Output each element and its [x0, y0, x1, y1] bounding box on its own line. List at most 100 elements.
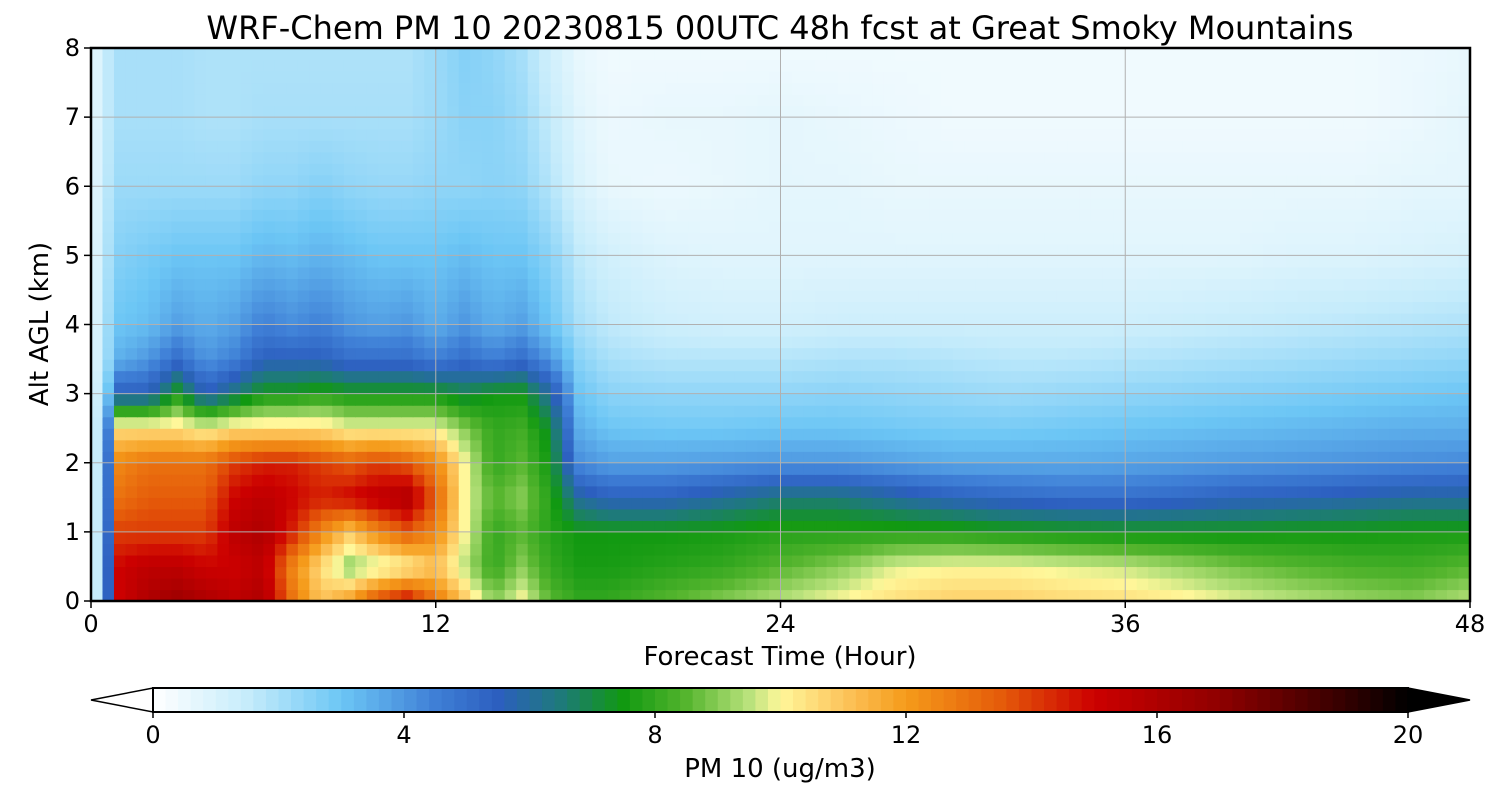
heatmap-cell [470, 301, 483, 314]
heatmap-cell [539, 497, 552, 510]
heatmap-cell [987, 531, 1000, 544]
heatmap-cell [1113, 474, 1126, 487]
heatmap-cell [125, 405, 138, 418]
heatmap-cell [1274, 428, 1287, 441]
heatmap-cell [274, 508, 287, 521]
heatmap-cell [1274, 140, 1287, 153]
heatmap-cell [619, 243, 632, 256]
heatmap-cell [1159, 439, 1172, 452]
heatmap-cell [608, 163, 621, 176]
heatmap-cell [332, 243, 345, 256]
heatmap-cell [906, 497, 919, 510]
heatmap-cell [182, 554, 196, 568]
heatmap-cell [378, 359, 391, 372]
heatmap-cell [171, 589, 184, 602]
heatmap-cell [1447, 232, 1460, 245]
heatmap-cell [458, 186, 471, 199]
heatmap-cell [1240, 405, 1253, 418]
heatmap-cell [837, 589, 851, 602]
heatmap-cell [1251, 336, 1264, 349]
heatmap-cell [987, 174, 1000, 187]
heatmap-cell [987, 255, 1000, 268]
heatmap-cell [734, 232, 747, 245]
heatmap-cell [102, 324, 115, 337]
heatmap-cell [883, 278, 897, 291]
heatmap-cell [860, 128, 874, 141]
heatmap-cell [481, 186, 494, 199]
heatmap-cell [1320, 382, 1333, 395]
heatmap-cell [1125, 531, 1138, 544]
heatmap-cell [251, 462, 264, 475]
heatmap-cell [975, 474, 988, 487]
heatmap-cell [309, 220, 322, 233]
heatmap-cell [504, 359, 517, 372]
heatmap-cell [1010, 508, 1023, 521]
heatmap-cell [952, 554, 965, 568]
heatmap-cell [424, 301, 437, 314]
heatmap-cell [113, 508, 127, 521]
heatmap-cell [1286, 543, 1299, 556]
heatmap-cell [1228, 278, 1241, 291]
heatmap-cell [516, 117, 529, 130]
heatmap-cell [355, 439, 368, 452]
heatmap-cell [883, 140, 897, 153]
heatmap-cell [205, 220, 219, 233]
heatmap-cell [998, 255, 1011, 268]
heatmap-cell [458, 497, 471, 510]
heatmap-cell [1320, 289, 1333, 303]
heatmap-cell [596, 577, 609, 591]
heatmap-cell [1102, 359, 1115, 372]
heatmap-cell [1309, 589, 1322, 602]
heatmap-cell [757, 117, 770, 130]
heatmap-cell [711, 405, 724, 418]
heatmap-cell [964, 370, 977, 383]
heatmap-cell [1125, 209, 1138, 222]
heatmap-cell [1021, 451, 1034, 464]
heatmap-cell [1424, 531, 1437, 544]
heatmap-cell [941, 151, 954, 164]
heatmap-cell [1217, 289, 1230, 303]
heatmap-cell [1263, 577, 1276, 591]
heatmap-cell [734, 197, 747, 210]
heatmap-cell [1136, 589, 1149, 602]
heatmap-cell [401, 140, 414, 153]
heatmap-cell [780, 543, 793, 556]
heatmap-cell [470, 289, 483, 303]
heatmap-cell [906, 232, 919, 245]
heatmap-cell [320, 324, 333, 337]
heatmap-cell [654, 140, 667, 153]
heatmap-cell [791, 289, 805, 303]
heatmap-cell [929, 301, 942, 314]
heatmap-cell [378, 255, 391, 268]
heatmap-cell [1205, 324, 1218, 337]
heatmap-cell [791, 128, 805, 141]
heatmap-cell [366, 451, 379, 464]
heatmap-cell [998, 289, 1011, 303]
heatmap-cell [1309, 554, 1322, 568]
heatmap-cell [1056, 174, 1069, 187]
heatmap-cell [1251, 439, 1264, 452]
heatmap-cell [929, 209, 942, 222]
heatmap-cell [1159, 151, 1172, 164]
heatmap-cell [458, 174, 471, 187]
heatmap-cell [677, 347, 690, 360]
heatmap-cell [631, 382, 644, 395]
heatmap-cell [1412, 428, 1425, 441]
heatmap-cell [113, 405, 127, 418]
heatmap-cell [631, 117, 644, 130]
heatmap-cell [688, 174, 701, 187]
heatmap-cell [378, 163, 391, 176]
heatmap-cell [1309, 382, 1322, 395]
heatmap-cell [458, 220, 471, 233]
heatmap-cell [251, 151, 264, 164]
heatmap-cell [504, 301, 517, 314]
heatmap-cell [1424, 497, 1437, 510]
heatmap-cell [688, 312, 701, 326]
heatmap-cell [1332, 359, 1345, 372]
heatmap-cell [343, 393, 356, 406]
heatmap-cell [401, 474, 414, 487]
heatmap-cell [929, 336, 942, 349]
heatmap-cell [504, 589, 517, 602]
heatmap-cell [964, 439, 977, 452]
heatmap-cell [378, 220, 391, 233]
